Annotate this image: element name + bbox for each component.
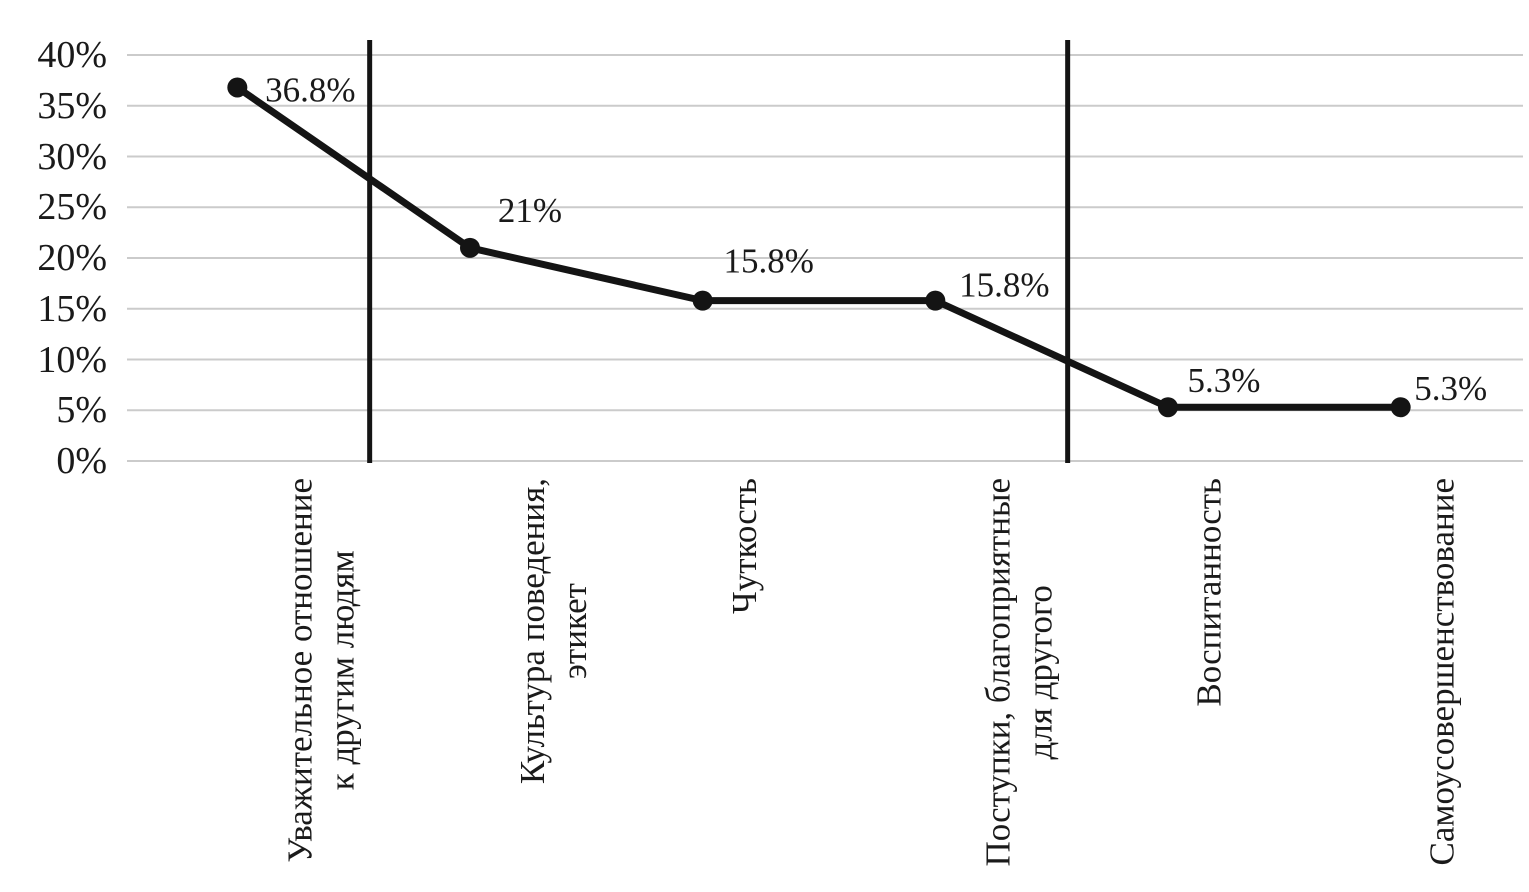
y-axis-tick-label: 5% — [56, 389, 107, 432]
category-label: Культура поведения, этикет — [513, 478, 594, 785]
data-point-marker — [692, 290, 713, 311]
series-line — [233, 83, 1405, 411]
category-label: Воспитанность — [1190, 478, 1229, 707]
plot-area: 36.8% 21% 15.8% 15.8% 5.3% 5.3% — [127, 40, 1523, 463]
data-point-label: 15.8% — [723, 242, 813, 281]
category-label: Поступки, благоприятные для другого — [978, 478, 1060, 867]
data-point-label: 36.8% — [265, 70, 355, 109]
data-point-marker — [925, 290, 946, 311]
data-point-marker — [460, 237, 480, 258]
data-point-label: 5.3% — [1414, 369, 1487, 408]
y-axis-tick-label: 0% — [56, 440, 107, 482]
category-label: Самоусовершенствование — [1422, 478, 1462, 866]
category-label: Уважительное отношение к другим людям — [280, 478, 362, 863]
y-axis-tick-label: 15% — [37, 287, 107, 330]
data-point-label: 21% — [498, 191, 562, 230]
y-axis-tick-label: 25% — [37, 186, 107, 229]
data-point-marker — [1390, 397, 1411, 418]
data-point-label: 5.3% — [1188, 361, 1261, 400]
y-axis-tick-label: 35% — [37, 84, 107, 127]
category-label: Чуткость — [724, 478, 764, 614]
y-axis-tick-label: 10% — [37, 338, 107, 381]
y-axis-tick-label: 30% — [37, 135, 107, 178]
y-axis-tick-label: 20% — [37, 237, 107, 279]
data-point-marker — [227, 77, 248, 98]
data-point-marker — [1158, 397, 1178, 418]
data-point-label: 15.8% — [959, 266, 1049, 305]
y-axis-tick-label: 40% — [37, 34, 107, 76]
